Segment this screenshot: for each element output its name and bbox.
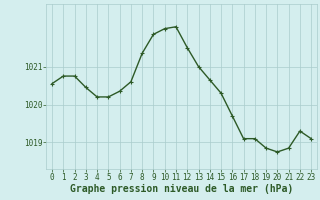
X-axis label: Graphe pression niveau de la mer (hPa): Graphe pression niveau de la mer (hPa) [70,184,293,194]
